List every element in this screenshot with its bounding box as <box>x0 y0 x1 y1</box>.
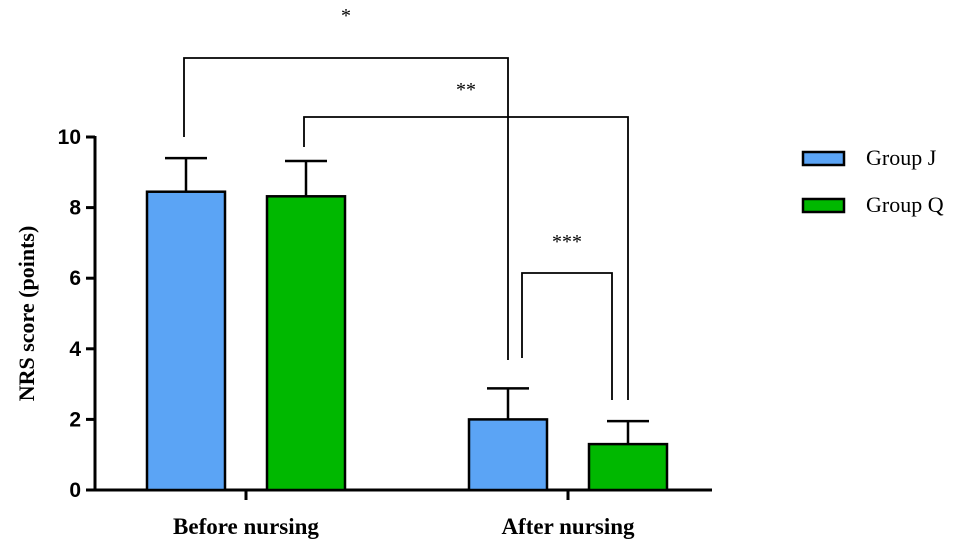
legend-label: Group Q <box>866 192 944 217</box>
y-tick-label: 0 <box>69 479 81 502</box>
y-tick-label: 6 <box>69 267 81 290</box>
legend-swatch <box>801 197 846 214</box>
significance-brackets: ****** <box>183 5 629 400</box>
y-axis-label: NRS score (points) <box>14 226 39 402</box>
error-bars <box>165 156 649 445</box>
y-tick-label: 8 <box>69 197 81 220</box>
significance-label: * <box>341 5 351 27</box>
significance-bracket <box>521 272 613 400</box>
x-categories: Before nursing After nursing <box>173 490 635 539</box>
bar <box>265 195 347 492</box>
bar <box>467 418 549 492</box>
y-tick-label: 2 <box>69 408 81 431</box>
x-category-label: Before nursing <box>173 514 319 539</box>
bars <box>145 190 669 492</box>
significance-label: ** <box>456 79 476 101</box>
y-tick-label: 10 <box>58 126 81 149</box>
x-category-label: After nursing <box>501 514 635 539</box>
bar <box>145 190 227 492</box>
significance-bracket <box>303 116 629 400</box>
bar <box>587 442 669 492</box>
significance-bracket <box>183 57 509 360</box>
y-tick-label: 4 <box>69 338 81 361</box>
legend-label: Group J <box>866 145 937 170</box>
significance-label: *** <box>552 231 582 253</box>
y-ticks: 0 2 4 6 8 10 <box>58 126 95 502</box>
legend: Group J Group Q <box>801 145 944 217</box>
legend-swatch <box>801 150 846 167</box>
